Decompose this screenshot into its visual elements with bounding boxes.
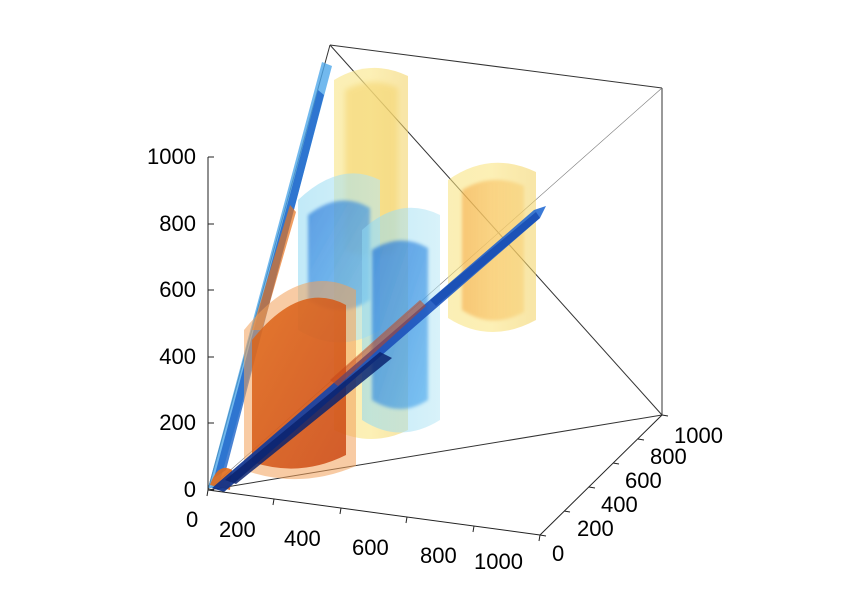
z-tick-label: 0 xyxy=(184,477,196,502)
y-tick-label: 600 xyxy=(625,468,662,493)
x-tick-label: 600 xyxy=(352,535,389,560)
x-tick-label: 800 xyxy=(420,543,457,568)
y-tick-label: 800 xyxy=(650,444,687,469)
x-tick-label: 1000 xyxy=(474,549,523,574)
y-tick-label: 1000 xyxy=(674,423,723,448)
x-tick-label: 400 xyxy=(284,526,321,551)
y-tick-label: 400 xyxy=(601,492,638,517)
z-axis: 0 200 400 600 800 1000 xyxy=(147,144,214,502)
x-axis: 0 200 400 600 800 1000 xyxy=(186,489,541,574)
z-tick-label: 600 xyxy=(159,277,196,302)
y-axis: 0 200 400 600 800 1000 xyxy=(539,414,723,566)
z-tick-label: 1000 xyxy=(147,144,196,169)
z-tick-label: 200 xyxy=(159,410,196,435)
x-tick-label: 0 xyxy=(186,507,198,532)
isosurfaces xyxy=(208,62,546,492)
z-tick-label: 400 xyxy=(159,344,196,369)
y-tick-label: 200 xyxy=(577,516,614,541)
z-tick-label: 800 xyxy=(159,211,196,236)
x-tick-label: 200 xyxy=(219,517,256,542)
y-tick-label: 0 xyxy=(552,541,564,566)
